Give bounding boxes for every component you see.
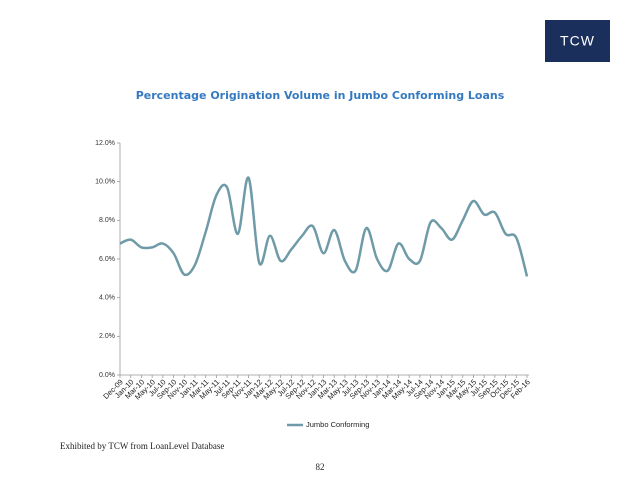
logo-box <box>545 20 610 62</box>
y-tick-label: 0.0% <box>99 372 115 379</box>
y-tick-label: 2.0% <box>99 333 115 340</box>
y-tick-label: 8.0% <box>99 217 115 224</box>
y-tick-label: 12.0% <box>95 140 115 147</box>
page-number: 82 <box>316 462 325 472</box>
chart-title: Percentage Origination Volume in Jumbo C… <box>136 89 505 102</box>
logo: TCW <box>560 33 595 49</box>
y-tick-label: 10.0% <box>95 179 115 186</box>
legend-label: Jumbo Conforming <box>306 420 369 429</box>
series-line <box>119 176 529 277</box>
footer: Exhibited by TCW from LoanLevel Database <box>60 441 224 451</box>
y-tick-label: 6.0% <box>99 256 115 263</box>
y-tick-label: 4.0% <box>99 295 115 302</box>
